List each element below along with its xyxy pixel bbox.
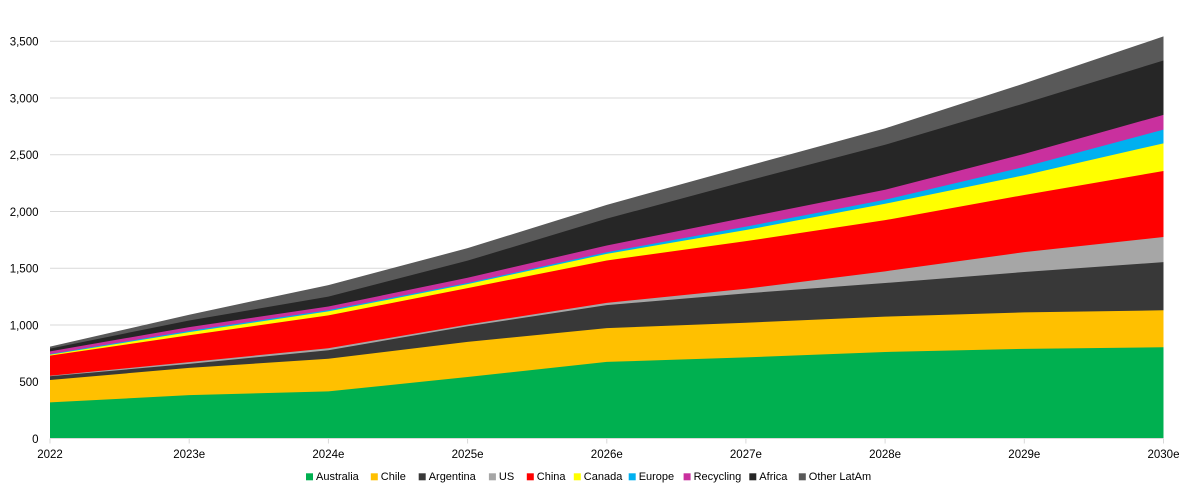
svg-text:Europe: Europe [639,471,674,483]
svg-text:Other LatAm: Other LatAm [809,471,871,483]
svg-text:2024e: 2024e [312,449,344,461]
svg-text:Chile: Chile [381,471,406,483]
svg-text:Africa: Africa [759,471,788,483]
svg-text:2023e: 2023e [173,449,205,461]
svg-text:500: 500 [19,377,38,389]
svg-text:2025e: 2025e [452,449,484,461]
svg-text:2022: 2022 [37,449,63,461]
svg-text:2,500: 2,500 [10,150,39,162]
svg-text:1,500: 1,500 [10,264,39,276]
svg-text:3,500: 3,500 [10,37,39,49]
svg-text:Recycling: Recycling [694,471,742,483]
svg-text:US: US [499,471,514,483]
svg-text:2028e: 2028e [869,449,901,461]
svg-text:2029e: 2029e [1008,449,1040,461]
svg-text:2,000: 2,000 [10,207,39,219]
svg-text:China: China [537,471,567,483]
svg-text:2030e: 2030e [1148,449,1180,461]
svg-text:2027e: 2027e [730,449,762,461]
svg-text:3,000: 3,000 [10,93,39,105]
svg-text:1,000: 1,000 [10,320,39,332]
svg-text:Canada: Canada [584,471,623,483]
svg-text:0: 0 [32,434,38,446]
svg-text:2026e: 2026e [591,449,623,461]
svg-text:Australia: Australia [316,471,360,483]
svg-text:Argentina: Argentina [429,471,477,483]
